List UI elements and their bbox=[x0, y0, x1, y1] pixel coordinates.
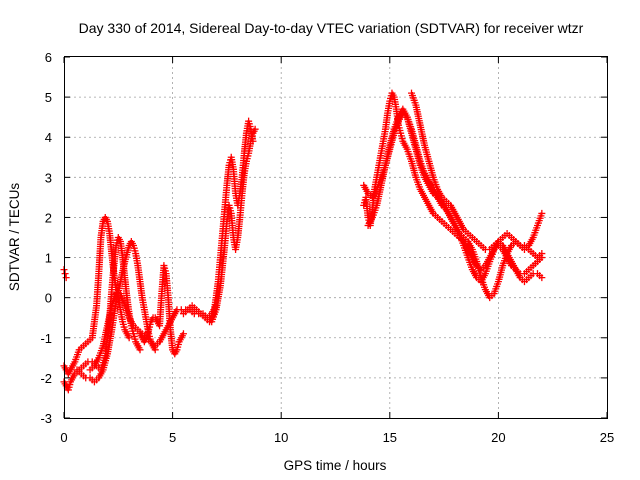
grid bbox=[64, 57, 607, 418]
series-arc-i bbox=[360, 89, 546, 278]
x-axis-title: GPS time / hours bbox=[284, 458, 387, 473]
x-tick-label: 25 bbox=[600, 430, 614, 445]
data-point bbox=[538, 274, 546, 282]
x-tick-label: 5 bbox=[169, 430, 176, 445]
y-tick-label: -2 bbox=[40, 371, 52, 386]
series-arc-e bbox=[136, 262, 187, 358]
series-arc-g bbox=[208, 125, 259, 326]
y-tick-label: 0 bbox=[45, 291, 52, 306]
data-point bbox=[538, 209, 546, 217]
y-tick-label: 6 bbox=[45, 50, 52, 65]
series-arc-l bbox=[408, 89, 546, 262]
y-tick-label: 2 bbox=[45, 210, 52, 225]
ticks bbox=[63, 56, 608, 419]
y-tick-label: 3 bbox=[45, 170, 52, 185]
tick-labels: 0 5 10 15 20 25 -3 -2 -1 0 1 2 3 4 5 6 bbox=[40, 50, 614, 445]
y-axis-title: SDTVAR / TECUs bbox=[7, 183, 22, 292]
data-point bbox=[125, 334, 133, 342]
series-arc-h bbox=[60, 266, 70, 282]
x-tick-label: 10 bbox=[274, 430, 288, 445]
data-point bbox=[538, 250, 546, 258]
series-arc-k bbox=[364, 105, 546, 302]
data-point bbox=[251, 125, 259, 133]
x-tick-label: 20 bbox=[491, 430, 505, 445]
data-point bbox=[179, 330, 187, 338]
y-tick-label: 5 bbox=[45, 90, 52, 105]
series-arc-j bbox=[360, 109, 546, 286]
data-point bbox=[62, 274, 70, 282]
y-tick-label: -3 bbox=[40, 411, 52, 426]
series-arc-a bbox=[60, 213, 133, 378]
data-point bbox=[136, 346, 144, 354]
x-tick-label: 15 bbox=[383, 430, 397, 445]
y-tick-label: 4 bbox=[45, 130, 52, 145]
plot-frame bbox=[64, 56, 608, 419]
chart-title: Day 330 of 2014, Sidereal Day-to-day VTE… bbox=[79, 20, 584, 36]
x-tick-label: 0 bbox=[60, 430, 67, 445]
data-points bbox=[60, 89, 546, 394]
y-tick-label: -1 bbox=[40, 331, 52, 346]
data-point bbox=[61, 270, 69, 278]
y-tick-label: 1 bbox=[45, 251, 52, 266]
